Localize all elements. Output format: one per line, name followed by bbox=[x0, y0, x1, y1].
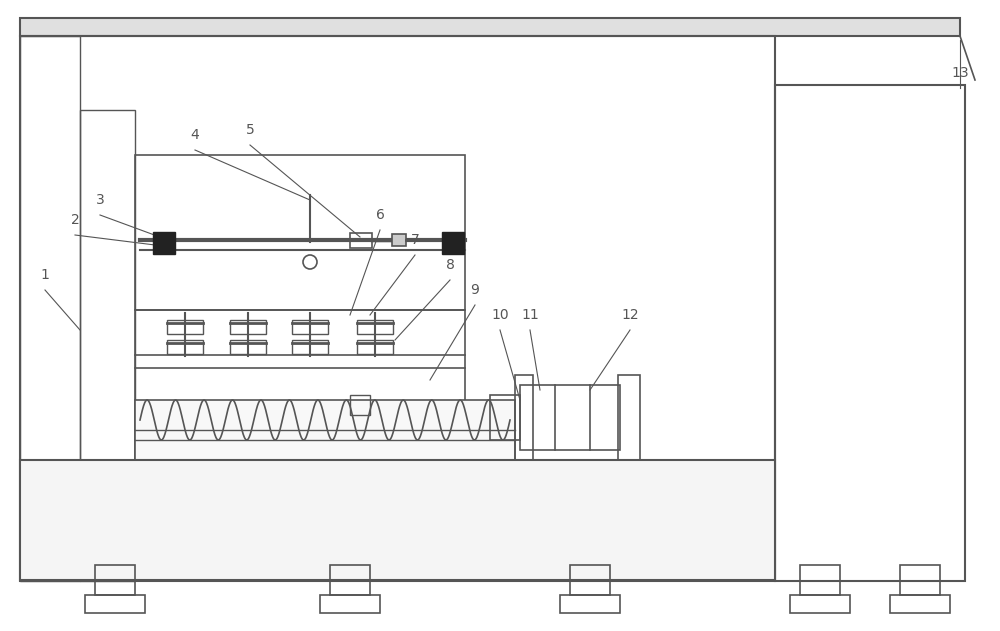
Bar bbox=[357, 320, 393, 334]
Bar bbox=[292, 320, 328, 334]
Text: 9: 9 bbox=[471, 283, 479, 297]
Bar bbox=[515, 375, 533, 460]
Text: 13: 13 bbox=[951, 66, 969, 80]
Bar bbox=[167, 320, 203, 334]
Text: 3: 3 bbox=[96, 193, 104, 207]
Bar bbox=[95, 565, 135, 595]
Text: 8: 8 bbox=[446, 258, 454, 272]
Text: 2: 2 bbox=[71, 213, 79, 227]
Bar bbox=[80, 110, 135, 581]
Bar bbox=[618, 375, 640, 460]
Bar bbox=[20, 18, 960, 36]
Text: 10: 10 bbox=[491, 308, 509, 322]
Bar bbox=[392, 234, 406, 246]
Bar bbox=[570, 565, 610, 595]
Bar bbox=[292, 340, 328, 354]
Bar bbox=[790, 595, 850, 613]
Bar bbox=[442, 232, 464, 254]
Bar bbox=[520, 385, 620, 450]
Bar bbox=[775, 85, 965, 581]
Bar bbox=[357, 340, 393, 354]
Bar bbox=[167, 340, 203, 354]
Text: 4: 4 bbox=[191, 128, 199, 142]
Text: 6: 6 bbox=[376, 208, 384, 222]
Text: 5: 5 bbox=[246, 123, 254, 137]
Bar bbox=[890, 595, 950, 613]
Bar bbox=[135, 310, 465, 505]
Bar bbox=[800, 565, 840, 595]
Bar bbox=[135, 155, 465, 310]
Bar bbox=[230, 340, 266, 354]
Text: 12: 12 bbox=[621, 308, 639, 322]
Bar bbox=[330, 565, 370, 595]
Bar bbox=[230, 320, 266, 334]
Bar bbox=[490, 395, 520, 440]
Bar bbox=[20, 36, 80, 581]
Bar bbox=[900, 565, 940, 595]
Bar bbox=[20, 460, 775, 580]
Bar bbox=[20, 36, 775, 581]
Bar bbox=[153, 232, 175, 254]
Bar bbox=[350, 233, 372, 248]
Text: 7: 7 bbox=[411, 233, 419, 247]
Bar bbox=[320, 595, 380, 613]
Bar bbox=[135, 400, 515, 465]
Text: 1: 1 bbox=[41, 268, 49, 282]
Bar bbox=[560, 595, 620, 613]
Bar bbox=[350, 395, 370, 415]
Text: 11: 11 bbox=[521, 308, 539, 322]
Bar bbox=[85, 595, 145, 613]
